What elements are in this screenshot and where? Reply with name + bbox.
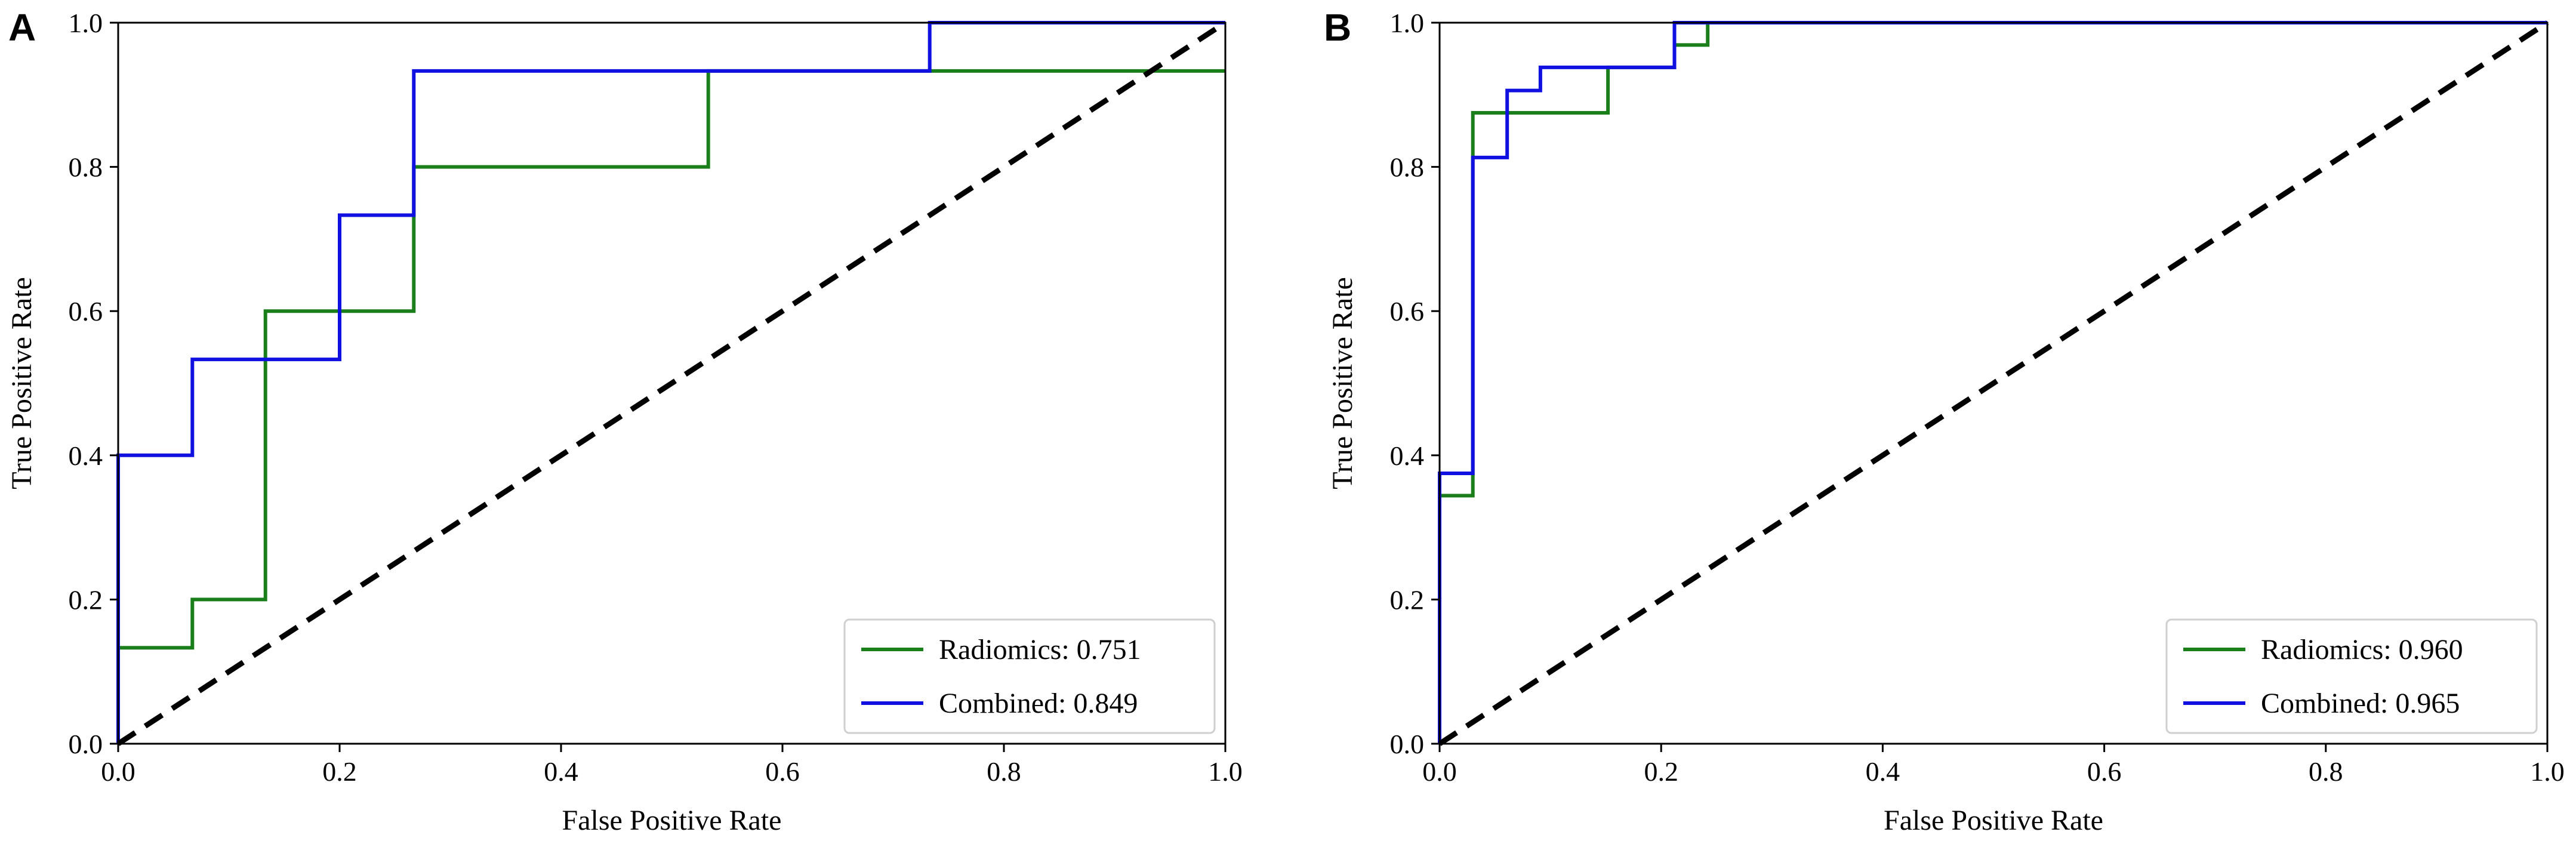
x-tick-label: 0.0 <box>1422 756 1457 787</box>
legend-entry-label: Combined: 0.849 <box>939 688 1138 719</box>
y-tick-label: 1.0 <box>1390 8 1425 38</box>
legend: Radiomics: 0.751 Combined: 0.849 <box>843 618 1216 734</box>
y-tick-label: 0.4 <box>69 441 103 471</box>
y-tick-label: 1.0 <box>69 8 103 38</box>
x-axis-label: False Positive Rate <box>1884 805 2103 836</box>
roc-panel-b: B 0.0 0.2 0.4 0.6 0.8 1.0 0.0 0.2 0.4 0.6 0.8 1.0 Fal… <box>1324 6 2565 836</box>
x-tick-label: 0.2 <box>322 756 357 787</box>
x-tick-label: 0.8 <box>987 756 1021 787</box>
y-tick-label: 0.2 <box>1390 584 1425 615</box>
y-tick-label: 0.8 <box>69 152 103 183</box>
y-tick-label: 0.6 <box>69 296 103 326</box>
axes-frame <box>1438 21 2549 745</box>
y-axis-label: True Positive Rate <box>6 277 38 489</box>
panel-letter: A <box>8 6 36 49</box>
x-tick-label: 0.6 <box>765 756 800 787</box>
x-tick-label: 0.8 <box>2309 756 2343 787</box>
series-line-combined <box>116 21 1225 744</box>
y-tick-label: 0.4 <box>1390 441 1425 471</box>
x-tick-label: 0.2 <box>1644 756 1678 787</box>
y-tick-label: 0.2 <box>69 584 103 615</box>
y-tick-label: 0.8 <box>1390 152 1425 183</box>
chance-diagonal-line <box>116 20 1227 746</box>
panel-letter: B <box>1324 6 1351 49</box>
series-group <box>116 20 1227 746</box>
legend-box <box>2165 618 2538 734</box>
x-tick-label: 0.4 <box>1866 756 1900 787</box>
y-axis-label: True Positive Rate <box>1327 277 1358 489</box>
legend-entry-label: Radiomics: 0.751 <box>939 634 1141 666</box>
y-tick-label: 0.0 <box>1390 729 1425 759</box>
legend: Radiomics: 0.960 Combined: 0.965 <box>2165 618 2538 734</box>
x-tick-label: 0.6 <box>2087 756 2122 787</box>
axes-frame <box>117 21 1227 745</box>
y-tick-label: 0.0 <box>69 729 103 759</box>
x-tick-label: 1.0 <box>2530 756 2565 787</box>
chance-diagonal-line <box>1438 20 2549 746</box>
legend-entry-label: Radiomics: 0.960 <box>2261 634 2463 666</box>
x-axis-label: False Positive Rate <box>562 805 782 836</box>
x-tick-label: 0.4 <box>544 756 578 787</box>
y-tick-label: 0.6 <box>1390 296 1425 326</box>
series-group <box>1438 20 2549 746</box>
x-tick-label: 0.0 <box>101 756 135 787</box>
legend-box <box>843 618 1216 734</box>
legend-entry-label: Combined: 0.965 <box>2261 688 2460 719</box>
series-line-combined <box>1438 21 2547 744</box>
roc-panel-a: A 0.0 0.2 0.4 0.6 0.8 1.0 0.0 0.2 0.4 0.6 0.8 1.0 Fal… <box>6 6 1243 836</box>
series-line-radiomics <box>116 69 1225 744</box>
x-tick-label: 1.0 <box>1208 756 1243 787</box>
